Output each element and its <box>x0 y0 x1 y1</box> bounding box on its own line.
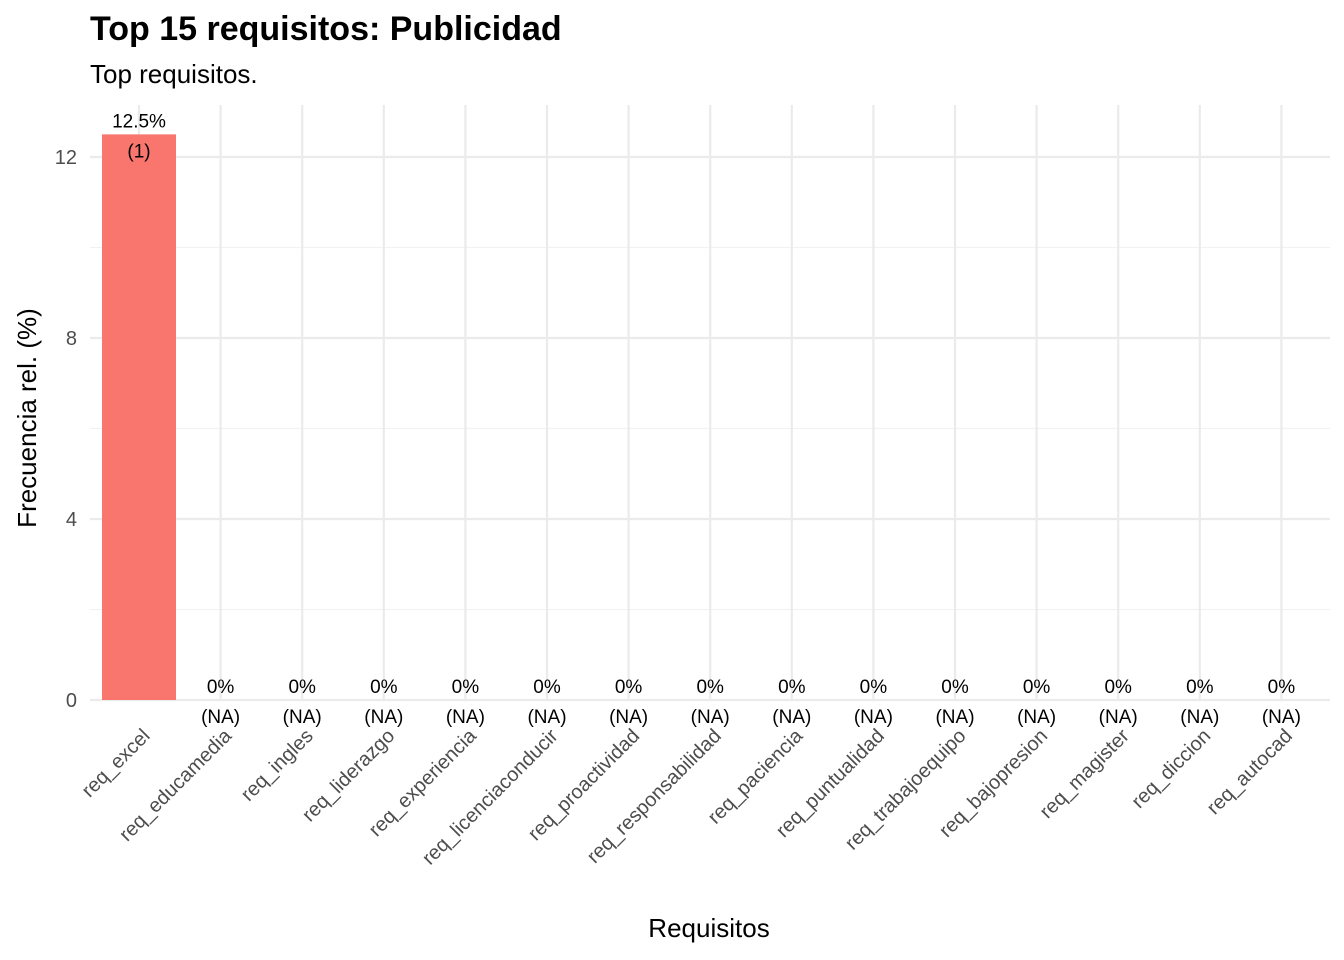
bar-pct-label: 0% <box>1104 677 1132 698</box>
chart-title: Top 15 requisitos: Publicidad <box>90 10 562 48</box>
y-tick-label: 12 <box>55 147 77 169</box>
bars-layer <box>102 134 176 700</box>
grid-layer <box>90 105 1330 702</box>
bar-pct-label: 0% <box>941 677 969 698</box>
bar-count-label: (NA) <box>1180 707 1219 728</box>
bar-count-label: (NA) <box>1262 707 1301 728</box>
bar-count-label: (NA) <box>364 707 403 728</box>
y-axis-ticks: 0 4 8 12 <box>55 147 77 712</box>
bar-pct-label: 0% <box>696 677 724 698</box>
x-tick-label: req_diccion <box>1127 725 1215 813</box>
bar-count-label: (NA) <box>201 707 240 728</box>
bar-pct-label: 0% <box>860 677 888 698</box>
bar-count-label: (NA) <box>935 707 974 728</box>
bar-pct-label: 0% <box>1268 677 1296 698</box>
bar-labels-layer: 12.5% (1) 0% (NA) 0% (NA) 0% (NA) 0% (NA) 0% (NA) 0%… <box>112 111 1301 728</box>
bar-count-label: (NA) <box>1099 707 1138 728</box>
bar-pct-label: 0% <box>207 677 235 698</box>
bar-count-label: (NA) <box>283 707 322 728</box>
bar-count-label: (NA) <box>1017 707 1056 728</box>
chart-subtitle: Top requisitos. <box>90 59 258 89</box>
bar-pct-label: 0% <box>778 677 806 698</box>
x-tick-label: req_excel <box>78 725 155 802</box>
x-tick-label: req_licenciaconducir <box>418 725 563 870</box>
x-tick-label: req_ingles <box>237 725 318 806</box>
bar-count-label: (NA) <box>772 707 811 728</box>
bar-count-label: (NA) <box>691 707 730 728</box>
bar-count-label: (NA) <box>446 707 485 728</box>
bar-count-label: (NA) <box>527 707 566 728</box>
x-tick-label: req_responsabilidad <box>583 725 726 868</box>
bar-pct-label: 0% <box>1186 677 1214 698</box>
bar-count-label: (NA) <box>854 707 893 728</box>
bar <box>102 134 176 700</box>
bar-pct-label: 0% <box>452 677 480 698</box>
bar-pct-label: 0% <box>288 677 316 698</box>
y-tick-label: 8 <box>66 328 77 350</box>
y-axis-title: Frecuencia rel. (%) <box>12 308 42 528</box>
bar-pct-label: 0% <box>1023 677 1051 698</box>
bar-pct-label: 0% <box>533 677 561 698</box>
x-axis-title: Requisitos <box>648 913 769 943</box>
x-tick-label: req_autocad <box>1203 725 1297 819</box>
y-tick-label: 4 <box>66 509 77 531</box>
bar-pct-label: 12.5% <box>112 111 166 132</box>
bar-pct-label: 0% <box>370 677 398 698</box>
y-tick-label: 0 <box>66 690 77 712</box>
bar-pct-label: 0% <box>615 677 643 698</box>
bar-count-label: (1) <box>127 141 150 162</box>
bar-count-label: (NA) <box>609 707 648 728</box>
